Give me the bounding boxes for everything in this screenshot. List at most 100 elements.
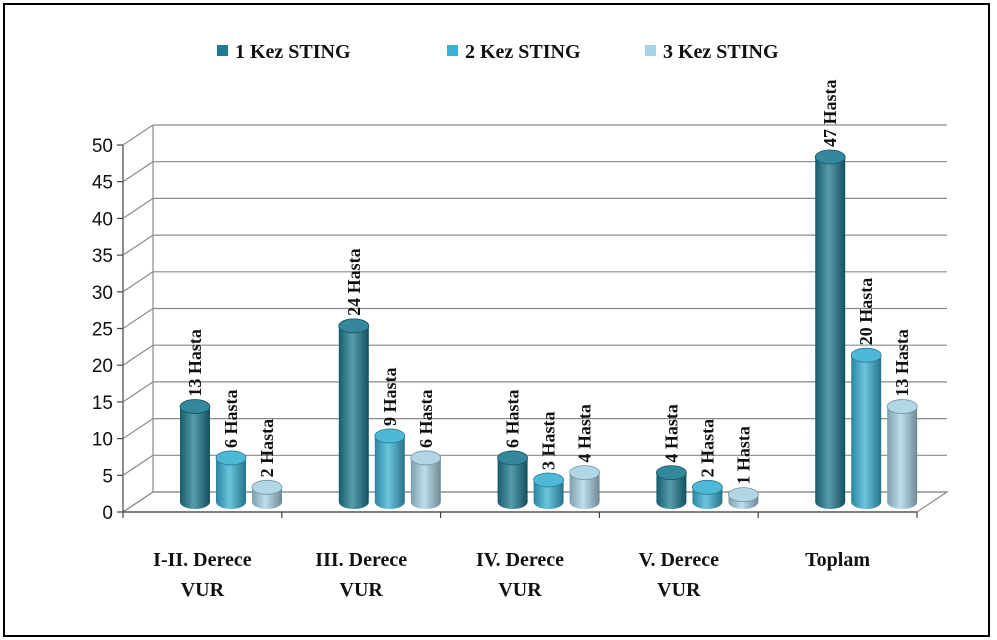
bar-3: [728, 487, 759, 509]
bar-body: [497, 457, 528, 509]
bar-1: [497, 450, 529, 509]
bar-body: [887, 406, 918, 509]
x-tick-label-line: VUR: [181, 579, 225, 601]
bar-body: [374, 435, 405, 509]
y-tick-label: 35: [92, 246, 113, 267]
bar-body: [410, 457, 441, 509]
bar-top: [251, 479, 283, 495]
gridline-diagonal: [122, 161, 154, 183]
y-tick-label: 40: [92, 209, 113, 230]
bar-top: [179, 399, 211, 414]
data-label: 1 Hasta: [733, 426, 753, 485]
bar-2: [215, 450, 247, 509]
legend-swatch: [217, 45, 228, 56]
bar-1: [338, 318, 370, 509]
data-label: 9 Hasta: [380, 367, 400, 426]
data-label: 6 Hasta: [221, 389, 241, 448]
bar-2: [374, 428, 406, 509]
bar-top: [497, 450, 529, 466]
chart-frame: 1 Kez STING 2 Kez STING 3 Kez STING 0 5 10 15…: [3, 3, 990, 637]
y-tick-label: 5: [102, 466, 113, 487]
bars: [179, 149, 918, 509]
data-label: 6 Hasta: [503, 389, 523, 448]
data-label: 13 Hasta: [185, 329, 205, 397]
gridline-diagonal: [122, 344, 154, 366]
y-tick-label: 50: [92, 136, 113, 157]
x-tick-label: III. Derece VUR: [315, 549, 407, 601]
data-label: 4 Hasta: [661, 404, 681, 463]
gridline-diagonal: [122, 308, 154, 329]
data-label: 13 Hasta: [892, 329, 912, 397]
gridline-diagonal: [122, 234, 154, 256]
data-label: 47 Hasta: [820, 80, 840, 148]
bar-top: [410, 450, 442, 466]
gridline-diagonal: [122, 124, 154, 146]
data-label: 20 Hasta: [856, 278, 876, 346]
x-tick-label: V. Derece VUR: [639, 549, 719, 601]
gridline-diagonal: [122, 197, 154, 219]
y-tick-label: 0: [102, 503, 113, 524]
gridline-diagonal: [122, 381, 154, 403]
bar-top: [850, 347, 882, 363]
bar-1: [656, 465, 687, 509]
bar-body: [851, 355, 882, 509]
gridline-diagonal: [122, 418, 154, 440]
data-label: 2 Hasta: [257, 419, 277, 478]
legend: 1 Kez STING 2 Kez STING 3 Kez STING: [217, 41, 779, 63]
data-label: 3 Hasta: [539, 411, 559, 470]
gridline-diagonal: [122, 271, 154, 293]
y-tick-label: 30: [92, 283, 113, 304]
bar-body: [656, 472, 687, 509]
gridline-diagonal: [122, 491, 154, 513]
bar-top: [728, 487, 759, 503]
bar-top: [569, 465, 600, 481]
bar-1: [814, 149, 846, 509]
bar-top: [215, 450, 247, 466]
bar-top: [338, 318, 370, 334]
y-axis: 0 5 10 15 20 25 30 35 40 45 50: [92, 136, 123, 524]
legend-label: 1 Kez STING: [235, 41, 351, 63]
x-tick-label-line: VUR: [340, 579, 384, 601]
x-tick-label: IV. Derece VUR: [476, 549, 564, 601]
bar-body: [569, 472, 600, 509]
y-tick-label: 45: [92, 173, 113, 194]
data-labels: 13 Hasta 6 Hasta 2 Hasta 24 Hasta 9 Hasta 6 H…: [185, 80, 912, 485]
bar-top: [374, 428, 406, 444]
x-tick-label: I-II. Derece VUR: [153, 549, 252, 601]
x-axis: I-II. Derece VUR III. Derece VUR IV. Derece V…: [122, 511, 918, 601]
x-tick-label: Toplam: [805, 549, 870, 571]
bar-1: [179, 399, 211, 509]
gridline-diagonal: [122, 454, 154, 476]
data-label: 2 Hasta: [697, 419, 717, 478]
bar-3: [251, 479, 283, 509]
bar-top: [886, 399, 918, 414]
bar-3: [410, 450, 442, 509]
y-tick-label: 25: [92, 320, 113, 341]
data-label: 4 Hasta: [575, 404, 595, 463]
legend-label: 2 Kez STING: [465, 41, 581, 63]
y-tick-label: 15: [92, 393, 113, 414]
data-label: 24 Hasta: [344, 248, 364, 316]
x-tick-label-line: I-II. Derece: [153, 549, 252, 571]
bar-body: [216, 457, 246, 509]
x-tick-label-line: IV. Derece: [476, 549, 564, 571]
bar-body: [180, 406, 210, 509]
bar-top: [692, 479, 723, 495]
bar-2: [850, 347, 882, 509]
bar-chart: 1 Kez STING 2 Kez STING 3 Kez STING 0 5 10 15…: [92, 41, 949, 601]
bar-top: [533, 472, 564, 488]
gridlines: [122, 124, 947, 513]
bar-top: [656, 465, 687, 481]
bar-top: [814, 149, 846, 165]
bar-body: [815, 157, 846, 509]
data-label: 6 Hasta: [416, 389, 436, 448]
legend-swatch: [645, 45, 656, 56]
x-tick-label-line: V. Derece: [639, 549, 719, 571]
bar-body: [338, 325, 369, 509]
bar-body: [533, 479, 564, 509]
bar-3: [569, 465, 600, 509]
bar-2: [533, 472, 564, 509]
x-tick-label-line: Toplam: [805, 549, 870, 571]
x-tick-label-line: III. Derece: [315, 549, 407, 571]
y-tick-label: 10: [92, 430, 113, 451]
